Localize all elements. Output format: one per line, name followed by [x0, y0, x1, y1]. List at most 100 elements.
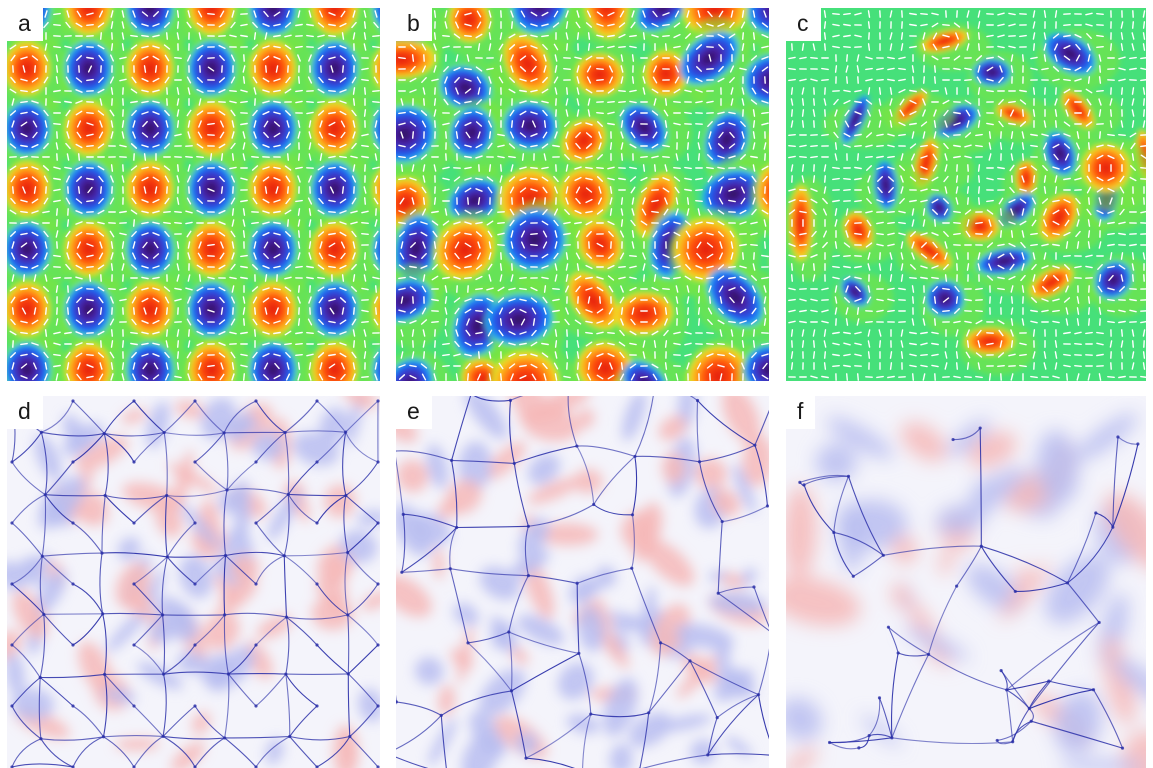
panel-e: e: [396, 396, 769, 768]
panel-a-heatmap: [7, 8, 380, 381]
defect-lines: [396, 396, 769, 768]
cold-region: [621, 104, 667, 151]
hot-region: [127, 161, 173, 216]
hot-region: [584, 8, 629, 39]
hot-region: [188, 342, 235, 381]
panel-c-heatmap: [786, 8, 1146, 381]
hot-region: [491, 351, 560, 381]
cold-region: [127, 342, 173, 381]
hot-region: [311, 342, 358, 381]
cold-region: [503, 209, 566, 271]
cold-region: [65, 41, 112, 96]
panel-label-d: d: [7, 396, 43, 429]
hot-region: [127, 41, 173, 96]
cold-region: [250, 8, 296, 35]
hot-region: [65, 101, 112, 156]
panel-label-f: f: [786, 396, 816, 429]
cold-region: [65, 161, 112, 216]
cold-region: [637, 8, 690, 32]
cold-region: [65, 282, 112, 337]
hot-region: [250, 282, 296, 337]
cold-region: [874, 160, 898, 210]
cold-region: [926, 280, 964, 317]
hot-region: [7, 41, 50, 96]
hot-region: [311, 8, 358, 35]
cold-region: [841, 94, 870, 144]
hot-region: [188, 101, 235, 156]
panel-label-e: e: [396, 396, 432, 429]
cold-region: [7, 342, 50, 381]
cold-region: [127, 8, 173, 35]
cold-region: [1044, 32, 1096, 75]
hot-region: [250, 41, 296, 96]
cold-region: [188, 282, 235, 337]
cold-region: [127, 222, 173, 277]
hot-region: [448, 8, 491, 43]
cold-region: [396, 106, 435, 163]
hot-region: [1029, 266, 1074, 299]
cold-region: [311, 282, 358, 337]
cold-region: [1044, 131, 1076, 176]
hot-region: [906, 231, 952, 269]
hot-region: [893, 90, 928, 125]
cold-region: [701, 169, 765, 219]
hot-region: [575, 53, 624, 96]
cold-region: [7, 101, 50, 156]
hot-region: [65, 222, 112, 277]
hot-region: [1082, 144, 1130, 192]
defect-points: [10, 399, 380, 768]
hot-region: [503, 34, 552, 94]
hot-region: [615, 292, 673, 335]
panel-d-defect-map: [7, 396, 380, 768]
cold-region: [744, 54, 769, 105]
hot-region: [687, 345, 749, 381]
cold-region: [396, 279, 432, 322]
panel-f-defect-map: [786, 396, 1146, 768]
hot-region: [250, 161, 296, 216]
defect-points: [396, 398, 769, 768]
defect-points: [798, 426, 1140, 750]
cold-region: [188, 161, 235, 216]
panel-f: f: [786, 396, 1146, 768]
cold-region: [841, 277, 869, 307]
vector-field: [398, 10, 769, 381]
hot-region: [311, 101, 358, 156]
defect-lines: [799, 427, 1139, 750]
panel-e-defect-map: [396, 396, 769, 768]
hot-region: [7, 161, 50, 216]
cold-region: [127, 101, 173, 156]
hot-region: [560, 168, 611, 220]
hot-region: [644, 51, 688, 97]
panel-b-heatmap: [396, 8, 769, 381]
cold-region: [705, 112, 749, 168]
vector-field: [788, 10, 1146, 381]
hot-region: [789, 185, 813, 261]
cold-region: [680, 31, 739, 85]
hot-region: [562, 118, 606, 163]
panel-label-c: c: [786, 8, 821, 41]
hot-region: [577, 342, 634, 381]
cold-region: [622, 361, 667, 381]
hot-region: [996, 102, 1032, 125]
hot-region: [396, 40, 436, 79]
cold-region: [484, 294, 553, 345]
cold-region: [747, 8, 769, 35]
panel-a: a: [7, 8, 380, 381]
hot-region: [7, 282, 50, 337]
panel-d: d: [7, 396, 380, 768]
hot-region: [127, 282, 173, 337]
hot-region: [1039, 193, 1079, 242]
hot-region: [1061, 90, 1095, 129]
panel-label-a: a: [7, 8, 43, 41]
hot-region: [65, 342, 112, 381]
cold-region: [250, 222, 296, 277]
cold-region: [396, 358, 433, 381]
cold-region: [373, 8, 380, 28]
cold-region: [373, 229, 380, 269]
cold-region: [7, 222, 50, 277]
cold-region: [250, 342, 296, 381]
defect-lines: [11, 400, 379, 768]
cold-region: [512, 8, 568, 34]
cold-region: [448, 178, 501, 222]
cold-region: [396, 214, 438, 282]
